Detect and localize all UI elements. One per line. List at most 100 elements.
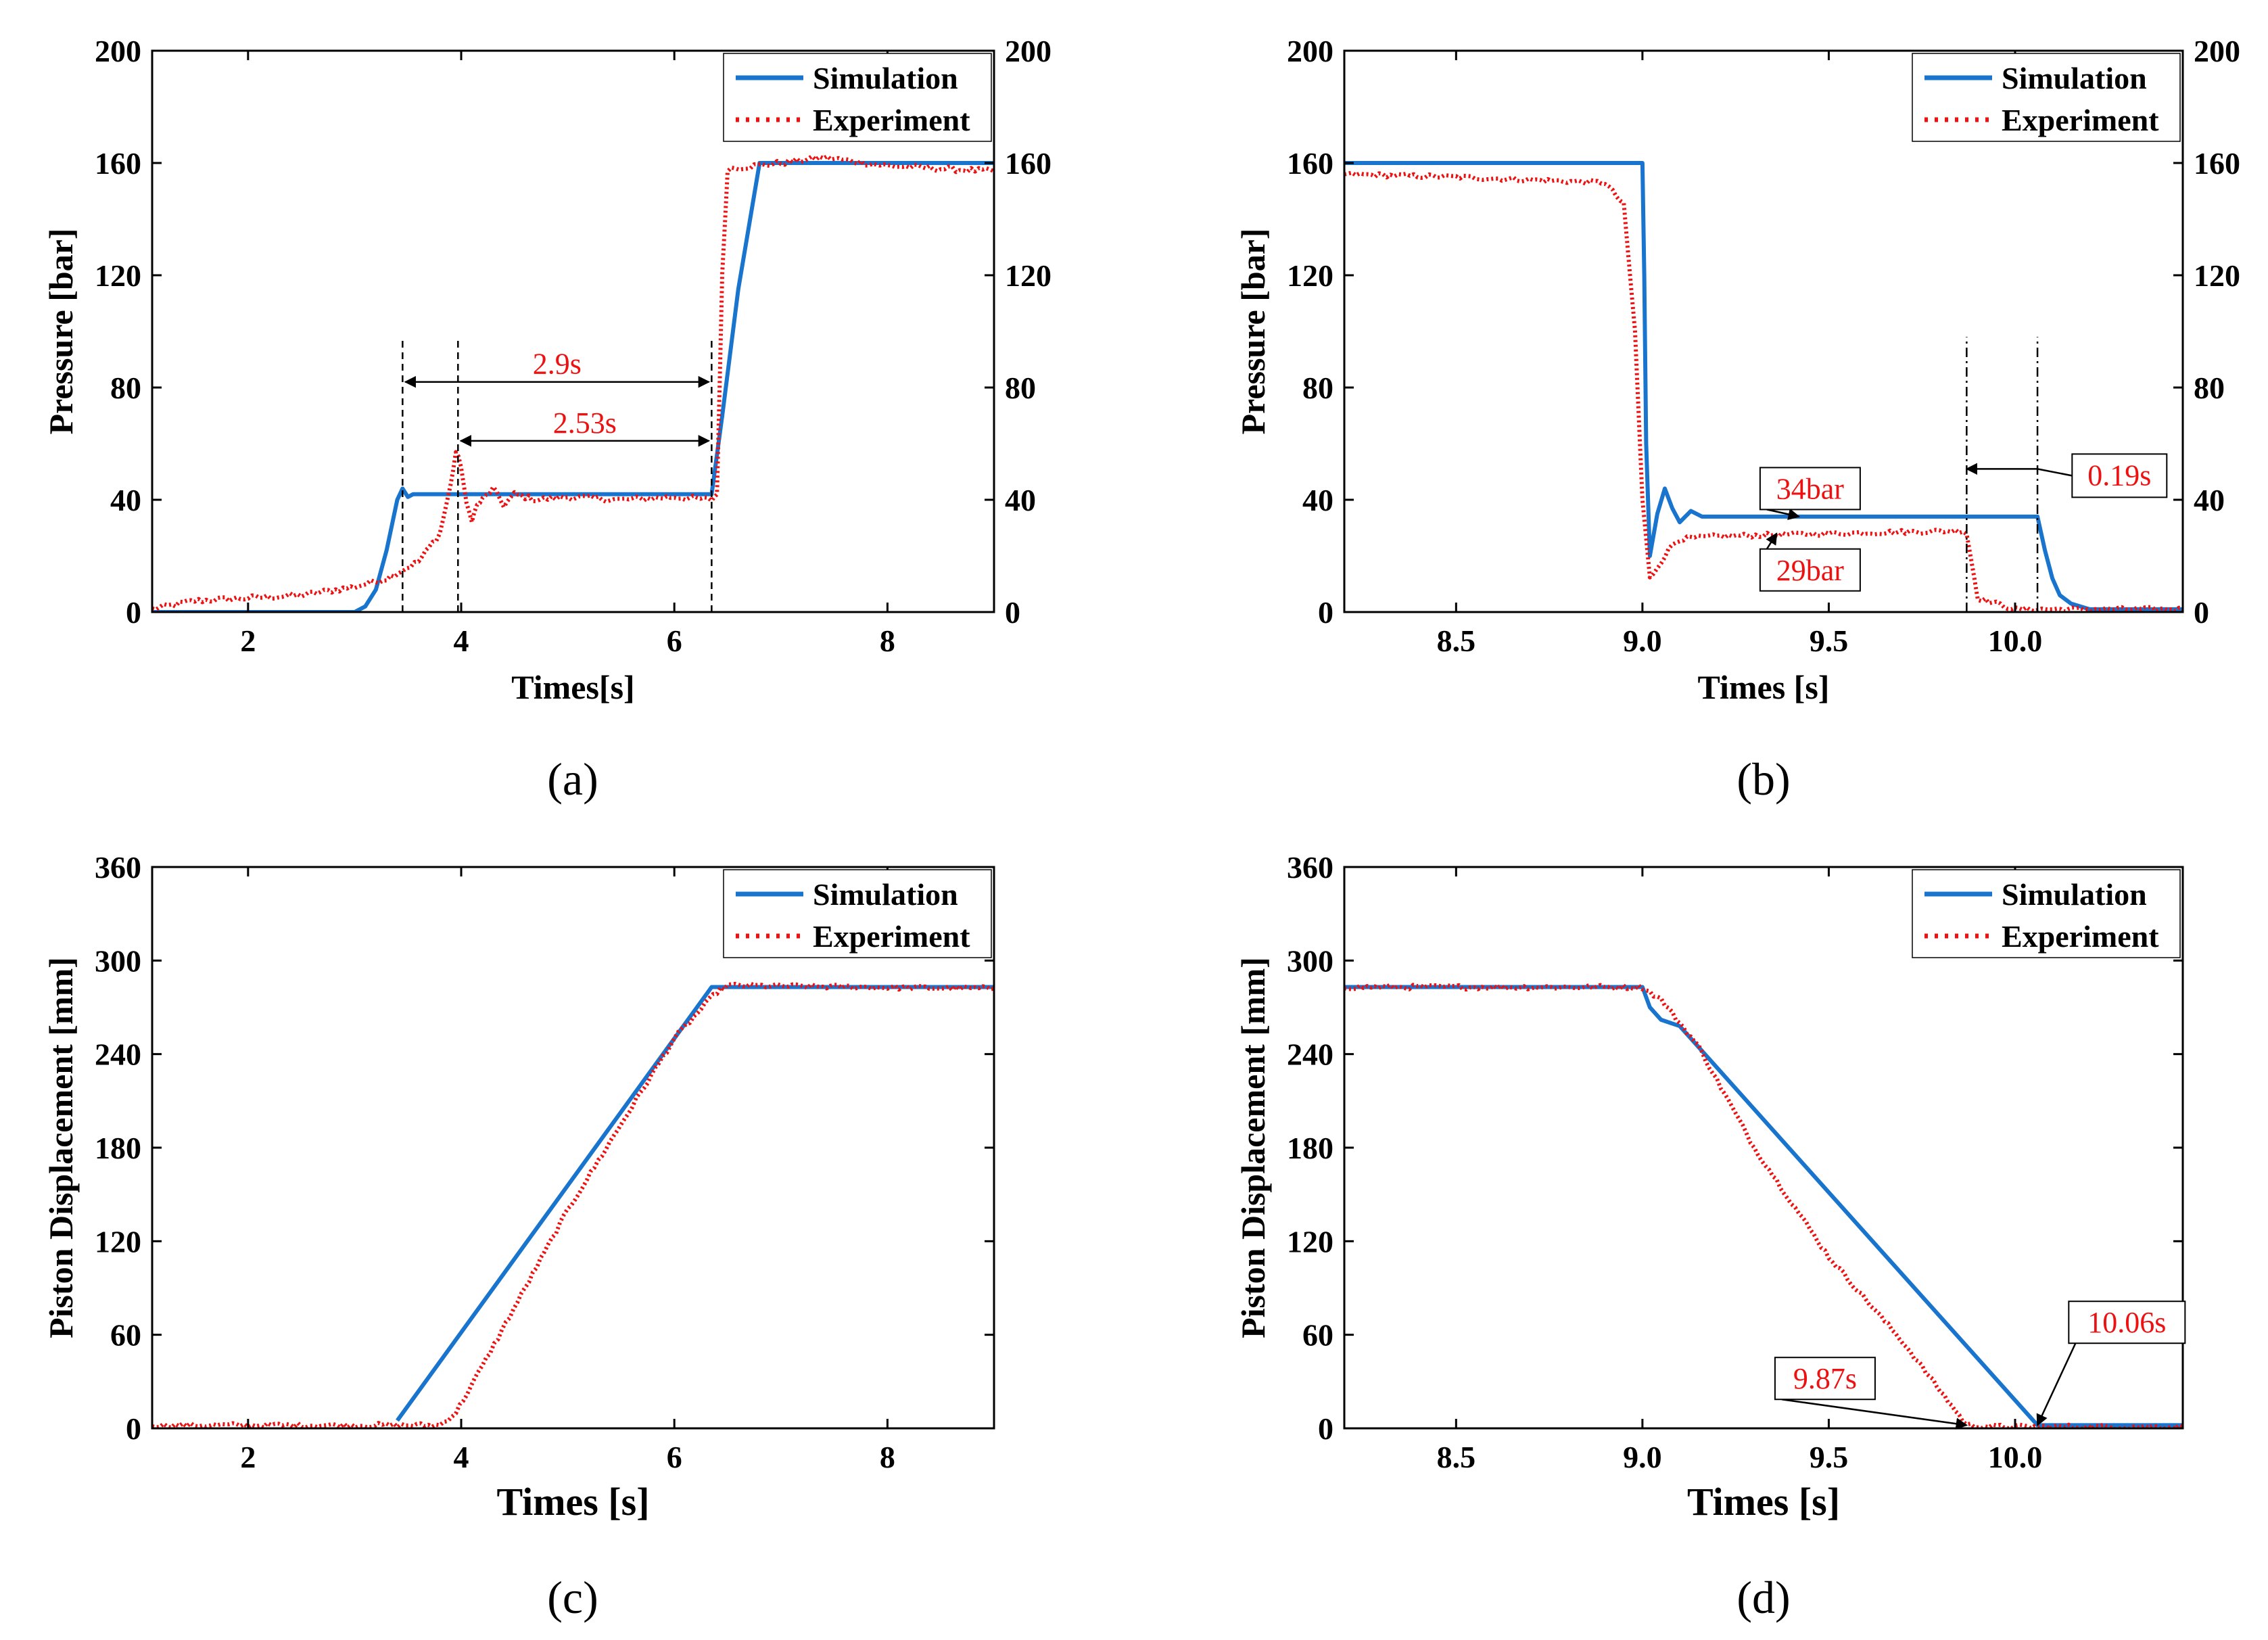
y-tick-label: 360 bbox=[95, 850, 141, 885]
series-experiment-line bbox=[1344, 170, 2183, 612]
x-tick-label: 6 bbox=[667, 1440, 682, 1474]
panel-c: 2 4 6 8 0 60 120 180 240 300 360 Times [s] Piston Di… bbox=[42, 850, 995, 1524]
right-y-tick-label: 0 bbox=[2194, 595, 2209, 630]
y-tick-label: 200 bbox=[95, 34, 141, 68]
x-tick-label: 9.0 bbox=[1623, 624, 1662, 658]
x-tick-label: 8.5 bbox=[1437, 624, 1476, 658]
y-tick-label: 60 bbox=[110, 1318, 141, 1353]
panel-label: (c) bbox=[547, 1572, 598, 1623]
y-tick-label: 120 bbox=[95, 1224, 141, 1259]
interval-label: 2.53s bbox=[553, 406, 617, 440]
series-simulation-line bbox=[152, 161, 994, 612]
series-experiment-line bbox=[1344, 983, 2183, 1428]
x-tick-label: 8.5 bbox=[1437, 1440, 1476, 1474]
series-experiment-line bbox=[152, 981, 994, 1428]
x-tick-label: 6 bbox=[667, 624, 682, 658]
y-tick-label: 160 bbox=[95, 146, 141, 181]
right-y-tick-label: 160 bbox=[2194, 146, 2240, 181]
x-tick-label: 10.0 bbox=[1988, 1440, 2043, 1474]
annotation-label: 10.06s bbox=[2087, 1306, 2166, 1339]
legend-box bbox=[723, 53, 992, 142]
x-tick-label: 9.5 bbox=[1810, 624, 1849, 658]
legend-box bbox=[723, 869, 992, 958]
series-simulation-line bbox=[1344, 161, 2183, 611]
right-y-tick-label: 80 bbox=[2194, 371, 2225, 405]
annotation-pointer bbox=[2037, 468, 2073, 477]
x-tick-label: 4 bbox=[454, 1440, 469, 1474]
y-tick-label: 240 bbox=[95, 1037, 141, 1072]
right-y-tick-label: 120 bbox=[2194, 258, 2240, 293]
series-simulation-line bbox=[1344, 985, 2183, 1428]
interval-label: 2.9s bbox=[533, 348, 582, 381]
y-tick-label: 180 bbox=[1287, 1131, 1333, 1165]
x-tick-label: 2 bbox=[240, 624, 256, 658]
annotation-pointer bbox=[1781, 1398, 1968, 1430]
y-axis-title: Pressure [bar] bbox=[42, 228, 80, 434]
legend-label-experiment: Experiment bbox=[813, 103, 970, 137]
y-tick-label: 300 bbox=[95, 943, 141, 978]
y-tick-label: 0 bbox=[1318, 595, 1333, 630]
legend-label-simulation: Simulation bbox=[2002, 61, 2147, 95]
y-tick-label: 160 bbox=[1287, 146, 1333, 181]
annotation-label: 9.87s bbox=[1793, 1362, 1857, 1395]
y-tick-label: 300 bbox=[1287, 943, 1333, 978]
x-tick-label: 8 bbox=[880, 624, 895, 658]
y-tick-label: 60 bbox=[1302, 1318, 1333, 1353]
legend-box bbox=[1912, 53, 2181, 142]
plot-frame bbox=[151, 49, 995, 613]
x-tick-label: 9.0 bbox=[1623, 1440, 1662, 1474]
annotation-pointer bbox=[2036, 1342, 2077, 1426]
annotation-box bbox=[1759, 548, 1861, 592]
right-y-tick-label: 200 bbox=[1005, 34, 1052, 68]
annotation-pointer bbox=[1766, 532, 1778, 550]
legend-label-experiment: Experiment bbox=[2002, 103, 2159, 137]
legend-label-experiment: Experiment bbox=[2002, 919, 2159, 954]
legend-label-simulation: Simulation bbox=[813, 61, 958, 95]
x-tick-label: 9.5 bbox=[1810, 1440, 1849, 1474]
x-tick-label: 2 bbox=[240, 1440, 256, 1474]
y-tick-label: 0 bbox=[126, 595, 141, 630]
right-y-tick-label: 160 bbox=[1005, 146, 1052, 181]
annotation-box bbox=[1774, 1357, 1876, 1401]
annotation-label: 34bar bbox=[1776, 472, 1845, 505]
panel-label: (d) bbox=[1737, 1572, 1790, 1623]
y-tick-label: 80 bbox=[1302, 371, 1333, 405]
legend-label-simulation: Simulation bbox=[2002, 877, 2147, 912]
y-tick-label: 120 bbox=[95, 258, 141, 293]
right-y-tick-label: 120 bbox=[1005, 258, 1052, 293]
x-tick-label: 4 bbox=[454, 624, 469, 658]
annotation-pointer bbox=[1766, 508, 1801, 521]
y-axis-title: Piston Displacement [mm] bbox=[1234, 957, 1272, 1338]
right-y-tick-label: 0 bbox=[1005, 595, 1020, 630]
panel-b: 8.5 9.0 9.5 10.0 0 0 40 40 80 80 120 120 160 160 200 20… bbox=[1234, 34, 2240, 706]
panel-d: 8.5 9.0 9.5 10.0 0 60 120 180 240 300 360 Times [s]… bbox=[1234, 850, 2186, 1524]
x-tick-label: 8 bbox=[880, 1440, 895, 1474]
y-tick-label: 240 bbox=[1287, 1037, 1333, 1072]
x-axis-title: Times [s] bbox=[496, 1480, 649, 1524]
y-tick-label: 360 bbox=[1287, 850, 1333, 885]
y-axis-title: Piston Displacement [mm] bbox=[42, 957, 80, 1338]
right-y-tick-label: 80 bbox=[1005, 371, 1036, 405]
legend-label-experiment: Experiment bbox=[813, 919, 970, 954]
x-tick-label: 10.0 bbox=[1988, 624, 2043, 658]
panel-label: (a) bbox=[547, 753, 598, 805]
series-simulation-line bbox=[396, 985, 994, 1422]
y-axis-title: Pressure [bar] bbox=[1234, 228, 1272, 434]
x-axis-title: Times[s] bbox=[511, 668, 634, 706]
series-experiment-line bbox=[152, 154, 994, 612]
panel-label: (b) bbox=[1737, 753, 1790, 805]
annotation-label: 0.19s bbox=[2087, 459, 2151, 492]
y-tick-label: 200 bbox=[1287, 34, 1333, 68]
y-tick-label: 0 bbox=[1318, 1411, 1333, 1446]
annotation-box bbox=[2068, 1301, 2186, 1344]
annotation-box bbox=[2071, 453, 2168, 498]
right-y-tick-label: 40 bbox=[2194, 483, 2225, 517]
annotation-box bbox=[1759, 467, 1861, 511]
y-tick-label: 180 bbox=[95, 1131, 141, 1165]
legend-label-simulation: Simulation bbox=[813, 877, 958, 912]
right-y-tick-label: 200 bbox=[2194, 34, 2240, 68]
x-axis-title: Times [s] bbox=[1687, 1480, 1840, 1524]
plot-frame bbox=[1343, 49, 2184, 613]
